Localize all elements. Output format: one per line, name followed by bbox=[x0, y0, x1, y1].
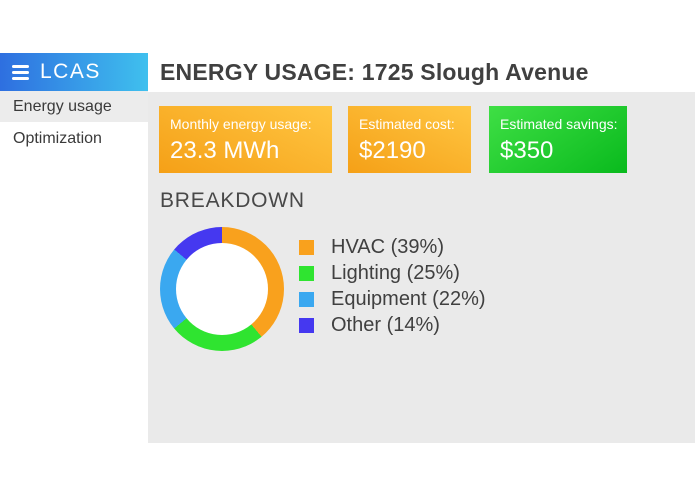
sidebar-item-optimization[interactable]: Optimization bbox=[0, 122, 148, 156]
stat-label: Estimated savings: bbox=[500, 116, 618, 132]
stat-card-monthly-usage: Monthly energy usage: 23.3 MWh bbox=[159, 106, 332, 173]
legend-swatch-equipment bbox=[299, 291, 314, 307]
stat-label: Monthly energy usage: bbox=[170, 116, 312, 132]
stat-card-estimated-savings: Estimated savings: $350 bbox=[489, 106, 627, 173]
legend-item: HVAC (39%) bbox=[299, 234, 486, 260]
sidebar-item-label: Energy usage bbox=[13, 97, 112, 115]
legend-label: Other (14%) bbox=[331, 313, 440, 336]
legend-swatch-other bbox=[299, 317, 314, 333]
sidebar-item-energy-usage[interactable]: Energy usage bbox=[0, 91, 148, 122]
legend-item: Other (14%) bbox=[299, 312, 486, 338]
legend-swatch-hvac bbox=[299, 239, 314, 255]
page-title: ENERGY USAGE: 1725 Slough Avenue bbox=[160, 59, 589, 85]
legend-label: Equipment (22%) bbox=[331, 287, 486, 310]
chart-legend: HVAC (39%) Lighting (25%) Equipment (22%… bbox=[299, 234, 486, 338]
legend-label: Lighting (25%) bbox=[331, 261, 460, 284]
legend-item: Lighting (25%) bbox=[299, 260, 486, 286]
stat-value: $350 bbox=[500, 137, 554, 164]
hamburger-menu-icon[interactable] bbox=[12, 64, 29, 80]
legend-swatch-lighting bbox=[299, 265, 314, 281]
stat-value: $2190 bbox=[359, 137, 426, 164]
brand-bar: LCAS bbox=[0, 53, 148, 91]
breakdown-title: BREAKDOWN bbox=[160, 189, 305, 212]
stat-label: Estimated cost: bbox=[359, 116, 455, 132]
legend-label: HVAC (39%) bbox=[331, 235, 444, 258]
legend-item: Equipment (22%) bbox=[299, 286, 486, 312]
donut-hole bbox=[176, 243, 268, 335]
stat-card-estimated-cost: Estimated cost: $2190 bbox=[348, 106, 471, 173]
brand-label: LCAS bbox=[40, 60, 101, 83]
donut-chart bbox=[160, 227, 284, 351]
sidebar-item-label: Optimization bbox=[13, 130, 102, 147]
stat-value: 23.3 MWh bbox=[170, 137, 280, 164]
